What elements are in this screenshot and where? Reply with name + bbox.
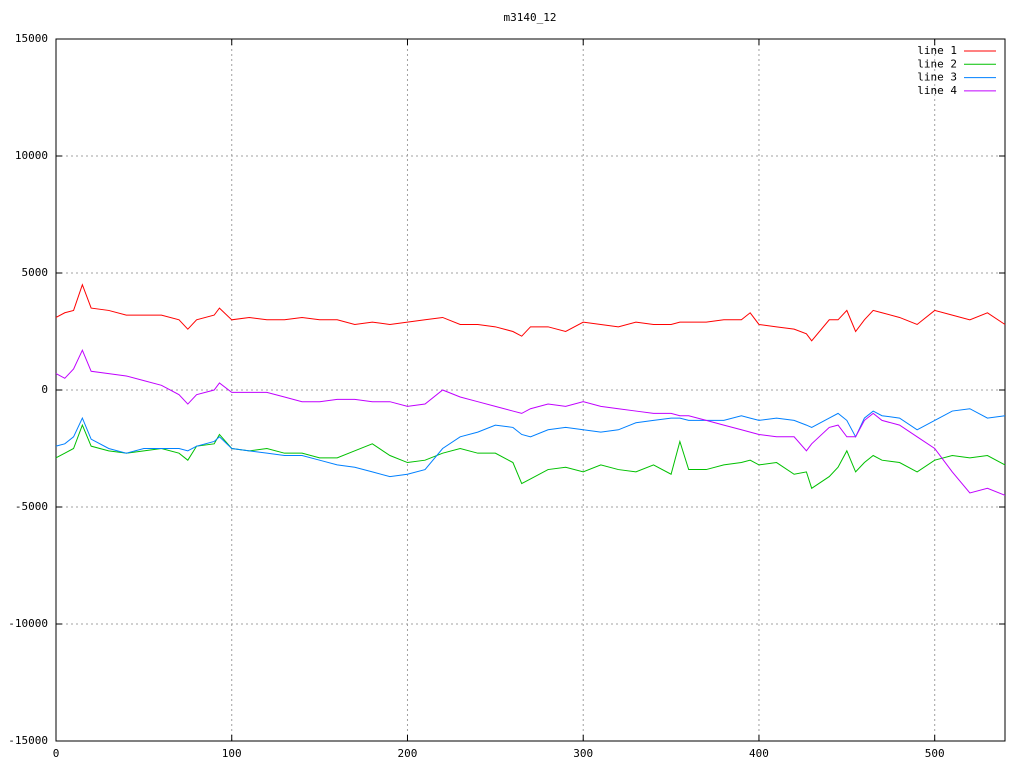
y-tick-label: -15000	[8, 734, 48, 747]
plot-frame	[55, 38, 1006, 742]
legend-label: line 4	[917, 84, 957, 97]
x-tick-label: 500	[925, 747, 945, 760]
series-line	[55, 348, 1006, 496]
legend-label: line 2	[917, 57, 957, 70]
y-tick-label: 10000	[15, 149, 48, 162]
legend-label: line 3	[917, 71, 957, 84]
series-line	[55, 283, 1006, 342]
series-line	[55, 423, 1006, 490]
x-tick-label: 400	[749, 747, 769, 760]
legend-label: line 1	[917, 44, 957, 57]
y-tick-label: 5000	[22, 266, 49, 279]
chart-title: m3140_12	[504, 11, 557, 24]
y-tick-label: -5000	[15, 500, 48, 513]
x-tick-label: 300	[573, 747, 593, 760]
y-tick-label: 15000	[15, 32, 48, 45]
x-tick-label: 100	[222, 747, 242, 760]
x-tick-label: 0	[53, 747, 60, 760]
y-tick-label: 0	[41, 383, 48, 396]
x-tick-label: 200	[398, 747, 418, 760]
y-tick-label: -10000	[8, 617, 48, 630]
series-line	[55, 408, 1006, 478]
